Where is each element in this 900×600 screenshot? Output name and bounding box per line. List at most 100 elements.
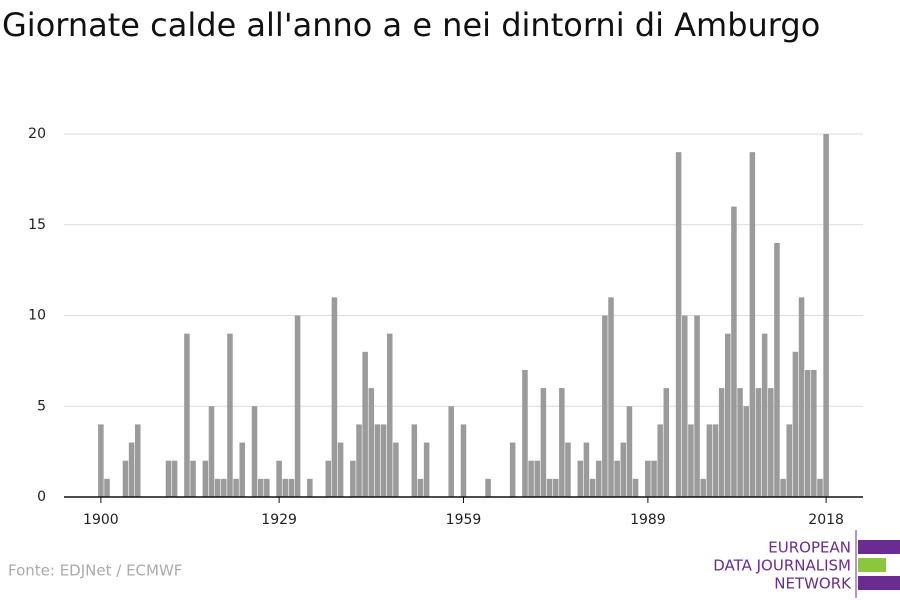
bar bbox=[202, 460, 209, 497]
bar bbox=[608, 297, 614, 497]
bar bbox=[171, 460, 178, 497]
bar bbox=[725, 333, 731, 497]
bar bbox=[307, 478, 313, 497]
bar bbox=[774, 242, 780, 497]
bar bbox=[559, 388, 565, 497]
x-tick-label: 1929 bbox=[261, 512, 297, 528]
bar bbox=[792, 351, 799, 497]
bar bbox=[651, 460, 657, 497]
bar bbox=[614, 460, 620, 497]
bar bbox=[276, 460, 282, 497]
bar bbox=[681, 315, 688, 497]
bar bbox=[731, 206, 737, 497]
x-tick-label: 2018 bbox=[808, 512, 844, 528]
bar bbox=[239, 442, 246, 497]
y-tick-label: 5 bbox=[37, 398, 46, 414]
bar bbox=[595, 460, 602, 497]
bar bbox=[811, 369, 817, 497]
bar bbox=[374, 424, 381, 497]
bar bbox=[251, 406, 258, 497]
bar bbox=[577, 460, 584, 497]
bar bbox=[331, 297, 338, 497]
bar bbox=[620, 442, 627, 497]
bar bbox=[768, 388, 774, 497]
logo-bar bbox=[858, 540, 900, 554]
bar bbox=[214, 478, 221, 497]
bar bbox=[350, 460, 356, 497]
bar bbox=[755, 388, 762, 497]
bar bbox=[227, 333, 233, 497]
bar bbox=[522, 369, 528, 497]
bar bbox=[718, 388, 725, 497]
logo-text: NETWORK bbox=[774, 575, 852, 593]
bar bbox=[706, 424, 713, 497]
logo-bar bbox=[858, 576, 900, 590]
bar bbox=[804, 369, 811, 497]
bar bbox=[509, 442, 516, 497]
bar bbox=[288, 478, 295, 497]
bar bbox=[546, 478, 553, 497]
bar bbox=[417, 478, 424, 497]
bar bbox=[337, 442, 344, 497]
bar bbox=[798, 297, 805, 497]
bar bbox=[423, 442, 430, 497]
bar bbox=[386, 333, 393, 497]
bar bbox=[264, 478, 270, 497]
bar bbox=[460, 424, 467, 497]
bar bbox=[104, 478, 110, 497]
x-tick-label: 1900 bbox=[83, 512, 119, 528]
bar bbox=[589, 478, 596, 497]
bar bbox=[552, 478, 559, 497]
bar bbox=[540, 388, 547, 497]
bar bbox=[128, 442, 135, 497]
bar bbox=[356, 424, 362, 497]
bar bbox=[657, 424, 663, 497]
bar bbox=[190, 460, 196, 497]
bar bbox=[737, 388, 743, 497]
logo-text: DATA JOURNALISM bbox=[713, 557, 851, 575]
bar bbox=[98, 424, 104, 497]
bar bbox=[761, 333, 768, 497]
bar bbox=[694, 315, 700, 497]
bar bbox=[368, 388, 375, 497]
bar bbox=[743, 406, 749, 497]
y-tick-label: 20 bbox=[28, 126, 46, 142]
bar bbox=[393, 442, 399, 497]
y-tick-label: 0 bbox=[37, 489, 46, 505]
bar bbox=[817, 478, 823, 497]
bar bbox=[528, 460, 534, 497]
bar bbox=[282, 478, 289, 497]
y-tick-label: 15 bbox=[28, 217, 46, 233]
bar bbox=[362, 351, 368, 497]
bar bbox=[221, 478, 227, 497]
bar bbox=[448, 406, 454, 497]
bar bbox=[208, 406, 215, 497]
x-tick-label: 1989 bbox=[630, 512, 666, 528]
source: Fonte: EDJNet / ECMWF bbox=[8, 562, 182, 580]
bar bbox=[294, 315, 301, 497]
logo: EUROPEAN DATA JOURNALISM NETWORK bbox=[713, 530, 900, 598]
bar bbox=[626, 406, 633, 497]
bar bbox=[380, 424, 387, 497]
x-tick-label: 1959 bbox=[446, 512, 482, 528]
bar bbox=[534, 460, 541, 497]
bar bbox=[688, 424, 694, 497]
bar bbox=[645, 460, 651, 497]
logo-text: EUROPEAN bbox=[768, 539, 851, 557]
bar bbox=[165, 460, 172, 497]
bar bbox=[780, 478, 786, 497]
bar bbox=[675, 152, 682, 497]
bar bbox=[233, 478, 239, 497]
chart-title: Giornate calde all'anno a e nei dintorni… bbox=[2, 6, 820, 44]
bar bbox=[749, 152, 756, 497]
bar bbox=[663, 388, 670, 497]
bar bbox=[122, 460, 129, 497]
bar bbox=[632, 478, 639, 497]
y-tick-label: 10 bbox=[28, 308, 46, 324]
bar bbox=[257, 478, 264, 497]
bar bbox=[583, 442, 590, 497]
bar bbox=[485, 478, 491, 497]
bar bbox=[184, 333, 190, 497]
bar bbox=[134, 424, 141, 497]
